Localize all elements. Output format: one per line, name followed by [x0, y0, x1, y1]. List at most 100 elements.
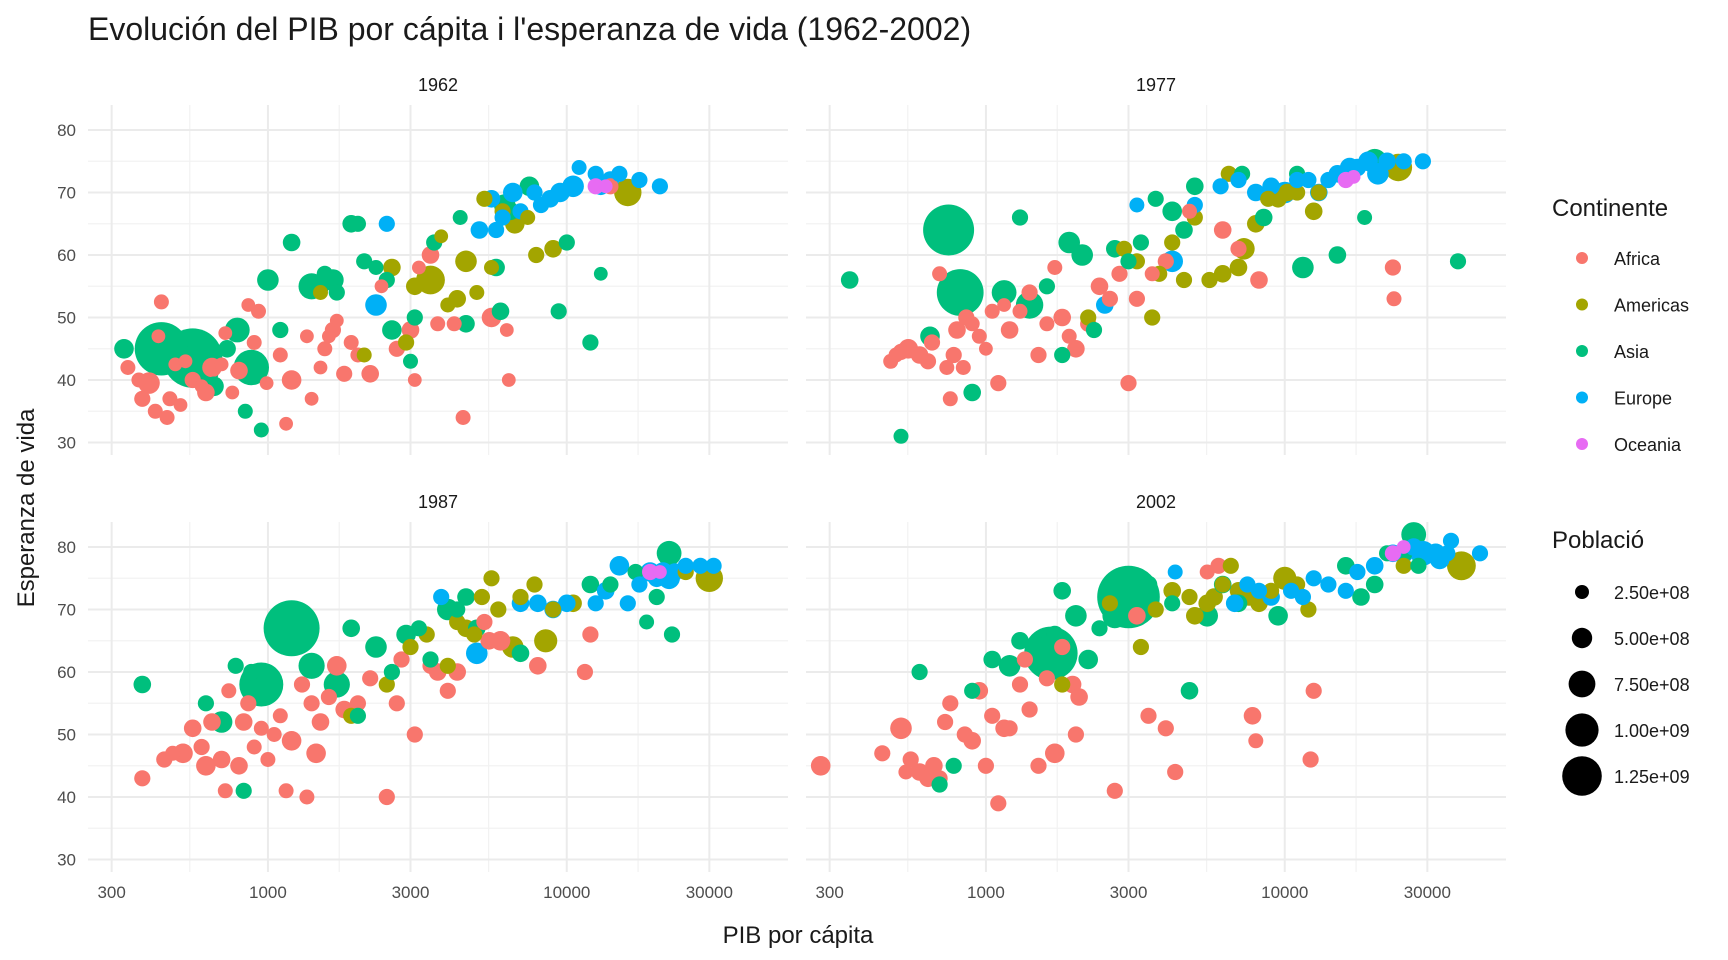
- data-point-africa: [362, 670, 379, 687]
- size-legend-label: 7.50e+08: [1614, 675, 1690, 695]
- data-point-africa: [212, 750, 231, 769]
- data-point-africa: [183, 719, 202, 738]
- data-point-africa: [317, 341, 333, 357]
- facet-label-1962: 1962: [418, 75, 458, 95]
- data-point-africa: [303, 695, 320, 712]
- data-point-americas: [378, 676, 395, 693]
- data-point-asia: [511, 644, 530, 663]
- panel-background: [806, 522, 1506, 872]
- size-legend-key: [1565, 713, 1599, 747]
- data-point-africa: [1039, 316, 1055, 332]
- size-legend-label: 1.00e+09: [1614, 721, 1690, 741]
- data-point-africa: [1128, 607, 1146, 625]
- data-point-africa: [1054, 638, 1071, 656]
- data-point-europe: [494, 209, 511, 226]
- data-point-asia: [197, 695, 214, 712]
- data-point-africa: [196, 756, 216, 776]
- data-point-africa: [576, 663, 594, 681]
- data-point-europe: [1395, 153, 1412, 170]
- data-point-africa: [1061, 328, 1077, 344]
- data-point-africa: [1045, 743, 1065, 764]
- data-point-europe: [1404, 538, 1423, 556]
- facet-label-1977: 1977: [1136, 75, 1176, 95]
- data-point-americas: [528, 246, 545, 264]
- data-point-asia: [963, 383, 981, 402]
- data-point-americas: [1205, 588, 1223, 606]
- data-point-americas: [1054, 676, 1071, 693]
- data-point-africa: [412, 260, 426, 275]
- data-point-oceania: [642, 563, 659, 581]
- data-point-africa: [281, 731, 302, 751]
- data-point-americas: [1132, 638, 1149, 656]
- data-point-africa: [1384, 259, 1401, 276]
- data-point-americas: [1289, 184, 1306, 201]
- data-point-africa: [923, 334, 941, 351]
- data-point-asia: [298, 652, 325, 679]
- data-point-africa: [945, 346, 962, 364]
- data-point-africa: [890, 717, 912, 740]
- data-point-africa: [1243, 707, 1262, 725]
- legend-key-europe: [1576, 391, 1588, 404]
- data-point-americas: [1213, 265, 1232, 283]
- data-point-americas: [313, 285, 328, 300]
- data-point-africa: [1030, 346, 1047, 364]
- data-point-asia: [349, 707, 366, 724]
- data-point-americas: [1447, 551, 1476, 581]
- data-point-africa: [134, 390, 151, 407]
- data-point-africa: [1030, 757, 1047, 774]
- data-point-africa: [278, 783, 294, 799]
- data-point-americas: [434, 229, 449, 244]
- y-tick-label: 30: [57, 434, 76, 453]
- legend-key-africa: [1576, 252, 1588, 264]
- data-point-africa: [898, 764, 914, 780]
- data-point-africa: [1167, 763, 1184, 781]
- size-legend-title: Població: [1552, 527, 1644, 554]
- data-point-africa: [1157, 253, 1174, 270]
- data-point-africa: [131, 372, 147, 388]
- data-point-africa: [173, 398, 188, 412]
- data-point-africa: [1199, 564, 1215, 580]
- data-point-asia: [282, 233, 301, 252]
- data-point-asia: [452, 210, 468, 225]
- data-point-europe: [1289, 171, 1306, 189]
- data-point-africa: [984, 303, 1000, 319]
- data-point-oceania: [587, 178, 604, 195]
- data-point-africa: [971, 328, 987, 344]
- data-point-americas: [1101, 595, 1118, 612]
- data-point-europe: [705, 557, 722, 574]
- data-point-oceania: [1346, 170, 1361, 184]
- data-point-africa: [393, 651, 410, 668]
- data-point-americas: [1395, 557, 1412, 574]
- data-point-asia: [1196, 605, 1218, 627]
- data-point-africa: [1213, 221, 1232, 239]
- data-point-africa: [480, 632, 499, 650]
- data-point-africa: [1016, 651, 1033, 668]
- data-point-africa: [217, 783, 233, 799]
- data-point-africa: [240, 695, 257, 712]
- data-point-africa: [378, 788, 395, 806]
- data-point-americas: [406, 277, 424, 296]
- data-point-africa: [990, 795, 1007, 812]
- data-point-africa: [1101, 290, 1118, 307]
- data-point-asia: [406, 309, 423, 326]
- data-point-asia: [840, 271, 859, 289]
- data-point-europe: [532, 196, 550, 214]
- data-point-asia: [1162, 201, 1182, 222]
- data-point-africa: [902, 751, 919, 768]
- data-point-asia: [991, 280, 1017, 305]
- data-point-africa: [1067, 340, 1085, 358]
- data-point-asia: [237, 403, 253, 419]
- data-point-europe: [611, 165, 628, 182]
- data-point-asia: [1078, 649, 1098, 670]
- data-point-africa: [937, 713, 954, 731]
- data-point-americas: [1181, 588, 1198, 606]
- data-point-americas: [402, 638, 419, 656]
- data-point-americas: [1300, 601, 1317, 618]
- data-point-asia: [1175, 221, 1193, 239]
- data-point-africa: [964, 316, 980, 332]
- data-point-asia: [243, 663, 260, 681]
- data-point-africa: [421, 246, 440, 264]
- data-point-africa: [990, 375, 1007, 392]
- data-point-africa: [1250, 271, 1268, 289]
- data-point-africa: [446, 316, 462, 332]
